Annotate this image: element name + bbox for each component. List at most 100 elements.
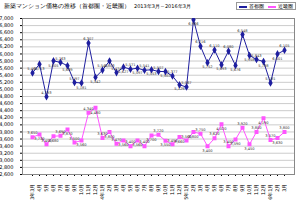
svg-text:5,197: 5,197 <box>69 77 79 81</box>
svg-text:9月: 9月 <box>155 184 161 192</box>
svg-text:3,600: 3,600 <box>0 136 14 142</box>
svg-text:5,181: 5,181 <box>265 77 275 81</box>
svg-text:3月: 3月 <box>197 184 203 192</box>
svg-text:11月: 11月 <box>85 184 91 195</box>
svg-text:2月: 2月 <box>106 184 112 192</box>
svg-text:4,400: 4,400 <box>0 107 14 113</box>
svg-text:7,000: 7,000 <box>0 15 14 21</box>
svg-text:2,800: 2,800 <box>0 164 14 170</box>
svg-text:2016年1月: 2016年1月 <box>267 184 273 200</box>
svg-text:6,307: 6,307 <box>83 37 93 41</box>
svg-text:5,800: 5,800 <box>0 58 14 64</box>
svg-text:5月: 5月 <box>211 184 217 192</box>
svg-text:5,676: 5,676 <box>230 68 241 72</box>
svg-text:3,870: 3,870 <box>62 132 73 136</box>
svg-text:3,450: 3,450 <box>244 147 255 151</box>
svg-text:6,216: 6,216 <box>195 40 206 44</box>
svg-text:4,600: 4,600 <box>0 100 14 106</box>
svg-text:4月: 4月 <box>204 184 210 192</box>
svg-text:3月: 3月 <box>281 184 287 192</box>
svg-text:5,571: 5,571 <box>125 63 135 67</box>
svg-text:12月: 12月 <box>92 184 98 195</box>
svg-text:2014年1月: 2014年1月 <box>99 184 105 200</box>
svg-text:5,400: 5,400 <box>0 72 14 78</box>
svg-text:3,920: 3,920 <box>237 122 248 126</box>
svg-text:3,200: 3,200 <box>0 150 14 156</box>
svg-text:4月: 4月 <box>36 184 42 192</box>
svg-text:6,200: 6,200 <box>0 43 14 49</box>
svg-text:4,020: 4,020 <box>216 127 227 131</box>
svg-text:5,669: 5,669 <box>62 68 73 72</box>
svg-text:3,000: 3,000 <box>0 157 14 163</box>
svg-text:7月: 7月 <box>141 184 147 192</box>
svg-text:5,713: 5,713 <box>34 67 44 71</box>
svg-text:5,129: 5,129 <box>174 87 185 91</box>
svg-text:12月: 12月 <box>176 184 182 195</box>
svg-text:5,803: 5,803 <box>104 64 114 68</box>
svg-text:3,400: 3,400 <box>0 143 14 149</box>
svg-text:5,200: 5,200 <box>0 79 14 85</box>
svg-text:3,800: 3,800 <box>104 135 115 139</box>
svg-text:3,800: 3,800 <box>279 126 290 130</box>
svg-text:6,110: 6,110 <box>209 44 220 48</box>
svg-text:3月: 3月 <box>113 184 119 192</box>
svg-text:3,560: 3,560 <box>118 143 129 147</box>
svg-text:10月: 10月 <box>78 184 84 195</box>
svg-text:12月: 12月 <box>260 184 266 195</box>
svg-text:3,500: 3,500 <box>69 137 80 141</box>
svg-text:3,630: 3,630 <box>272 141 283 145</box>
svg-text:10月: 10月 <box>246 184 252 195</box>
svg-text:3,800: 3,800 <box>251 126 262 130</box>
svg-text:6,966: 6,966 <box>188 22 199 26</box>
svg-text:5,958: 5,958 <box>244 58 255 62</box>
svg-text:5,600: 5,600 <box>0 65 14 71</box>
svg-text:3,590: 3,590 <box>230 142 241 146</box>
svg-text:5,553: 5,553 <box>146 72 156 76</box>
svg-text:5,502: 5,502 <box>160 74 170 78</box>
svg-text:6月: 6月 <box>218 184 224 192</box>
svg-text:5,763: 5,763 <box>55 57 65 61</box>
svg-text:4,793: 4,793 <box>41 91 51 95</box>
svg-text:6,600: 6,600 <box>0 29 14 35</box>
svg-text:5月: 5月 <box>43 184 49 192</box>
svg-text:3,800: 3,800 <box>188 135 199 139</box>
svg-text:5,627: 5,627 <box>118 70 128 74</box>
svg-text:4,000: 4,000 <box>0 121 14 127</box>
svg-text:3,650: 3,650 <box>27 131 38 135</box>
svg-text:3,620: 3,620 <box>209 132 220 136</box>
svg-text:4,800: 4,800 <box>0 93 14 99</box>
svg-text:7月: 7月 <box>57 184 63 192</box>
svg-text:3,400: 3,400 <box>202 149 213 153</box>
svg-text:5,788: 5,788 <box>258 64 269 68</box>
svg-text:3,750: 3,750 <box>195 128 206 132</box>
svg-text:6,000: 6,000 <box>0 51 14 57</box>
svg-text:5,805: 5,805 <box>48 64 58 68</box>
svg-text:9月: 9月 <box>71 184 77 192</box>
svg-text:6,080: 6,080 <box>223 45 234 49</box>
svg-text:5,597: 5,597 <box>132 71 142 75</box>
svg-text:7月: 7月 <box>225 184 231 192</box>
svg-text:11月: 11月 <box>169 184 175 195</box>
svg-text:6月: 6月 <box>134 184 140 192</box>
svg-text:5,693: 5,693 <box>216 67 226 71</box>
svg-text:3,560: 3,560 <box>76 143 87 147</box>
svg-text:5,067: 5,067 <box>181 81 191 85</box>
svg-text:2月: 2月 <box>190 184 196 192</box>
svg-text:9月: 9月 <box>239 184 245 192</box>
svg-text:8月: 8月 <box>148 184 154 192</box>
svg-text:5,541: 5,541 <box>139 64 149 68</box>
svg-text:4,480: 4,480 <box>90 110 101 114</box>
svg-text:3,800: 3,800 <box>0 129 14 135</box>
svg-text:6月: 6月 <box>50 184 56 192</box>
svg-text:6,400: 6,400 <box>0 36 14 42</box>
svg-text:3,570: 3,570 <box>265 134 276 138</box>
svg-text:2015年1月: 2015年1月 <box>183 184 189 200</box>
svg-text:2013年3月: 2013年3月 <box>29 184 35 200</box>
svg-text:4,190: 4,190 <box>258 121 269 125</box>
svg-text:5,752: 5,752 <box>202 65 212 69</box>
svg-text:5,342: 5,342 <box>90 80 100 84</box>
svg-text:3,730: 3,730 <box>34 137 45 141</box>
svg-text:5月: 5月 <box>127 184 133 192</box>
svg-text:6,105: 6,105 <box>279 44 289 48</box>
svg-text:3,680: 3,680 <box>48 139 59 143</box>
